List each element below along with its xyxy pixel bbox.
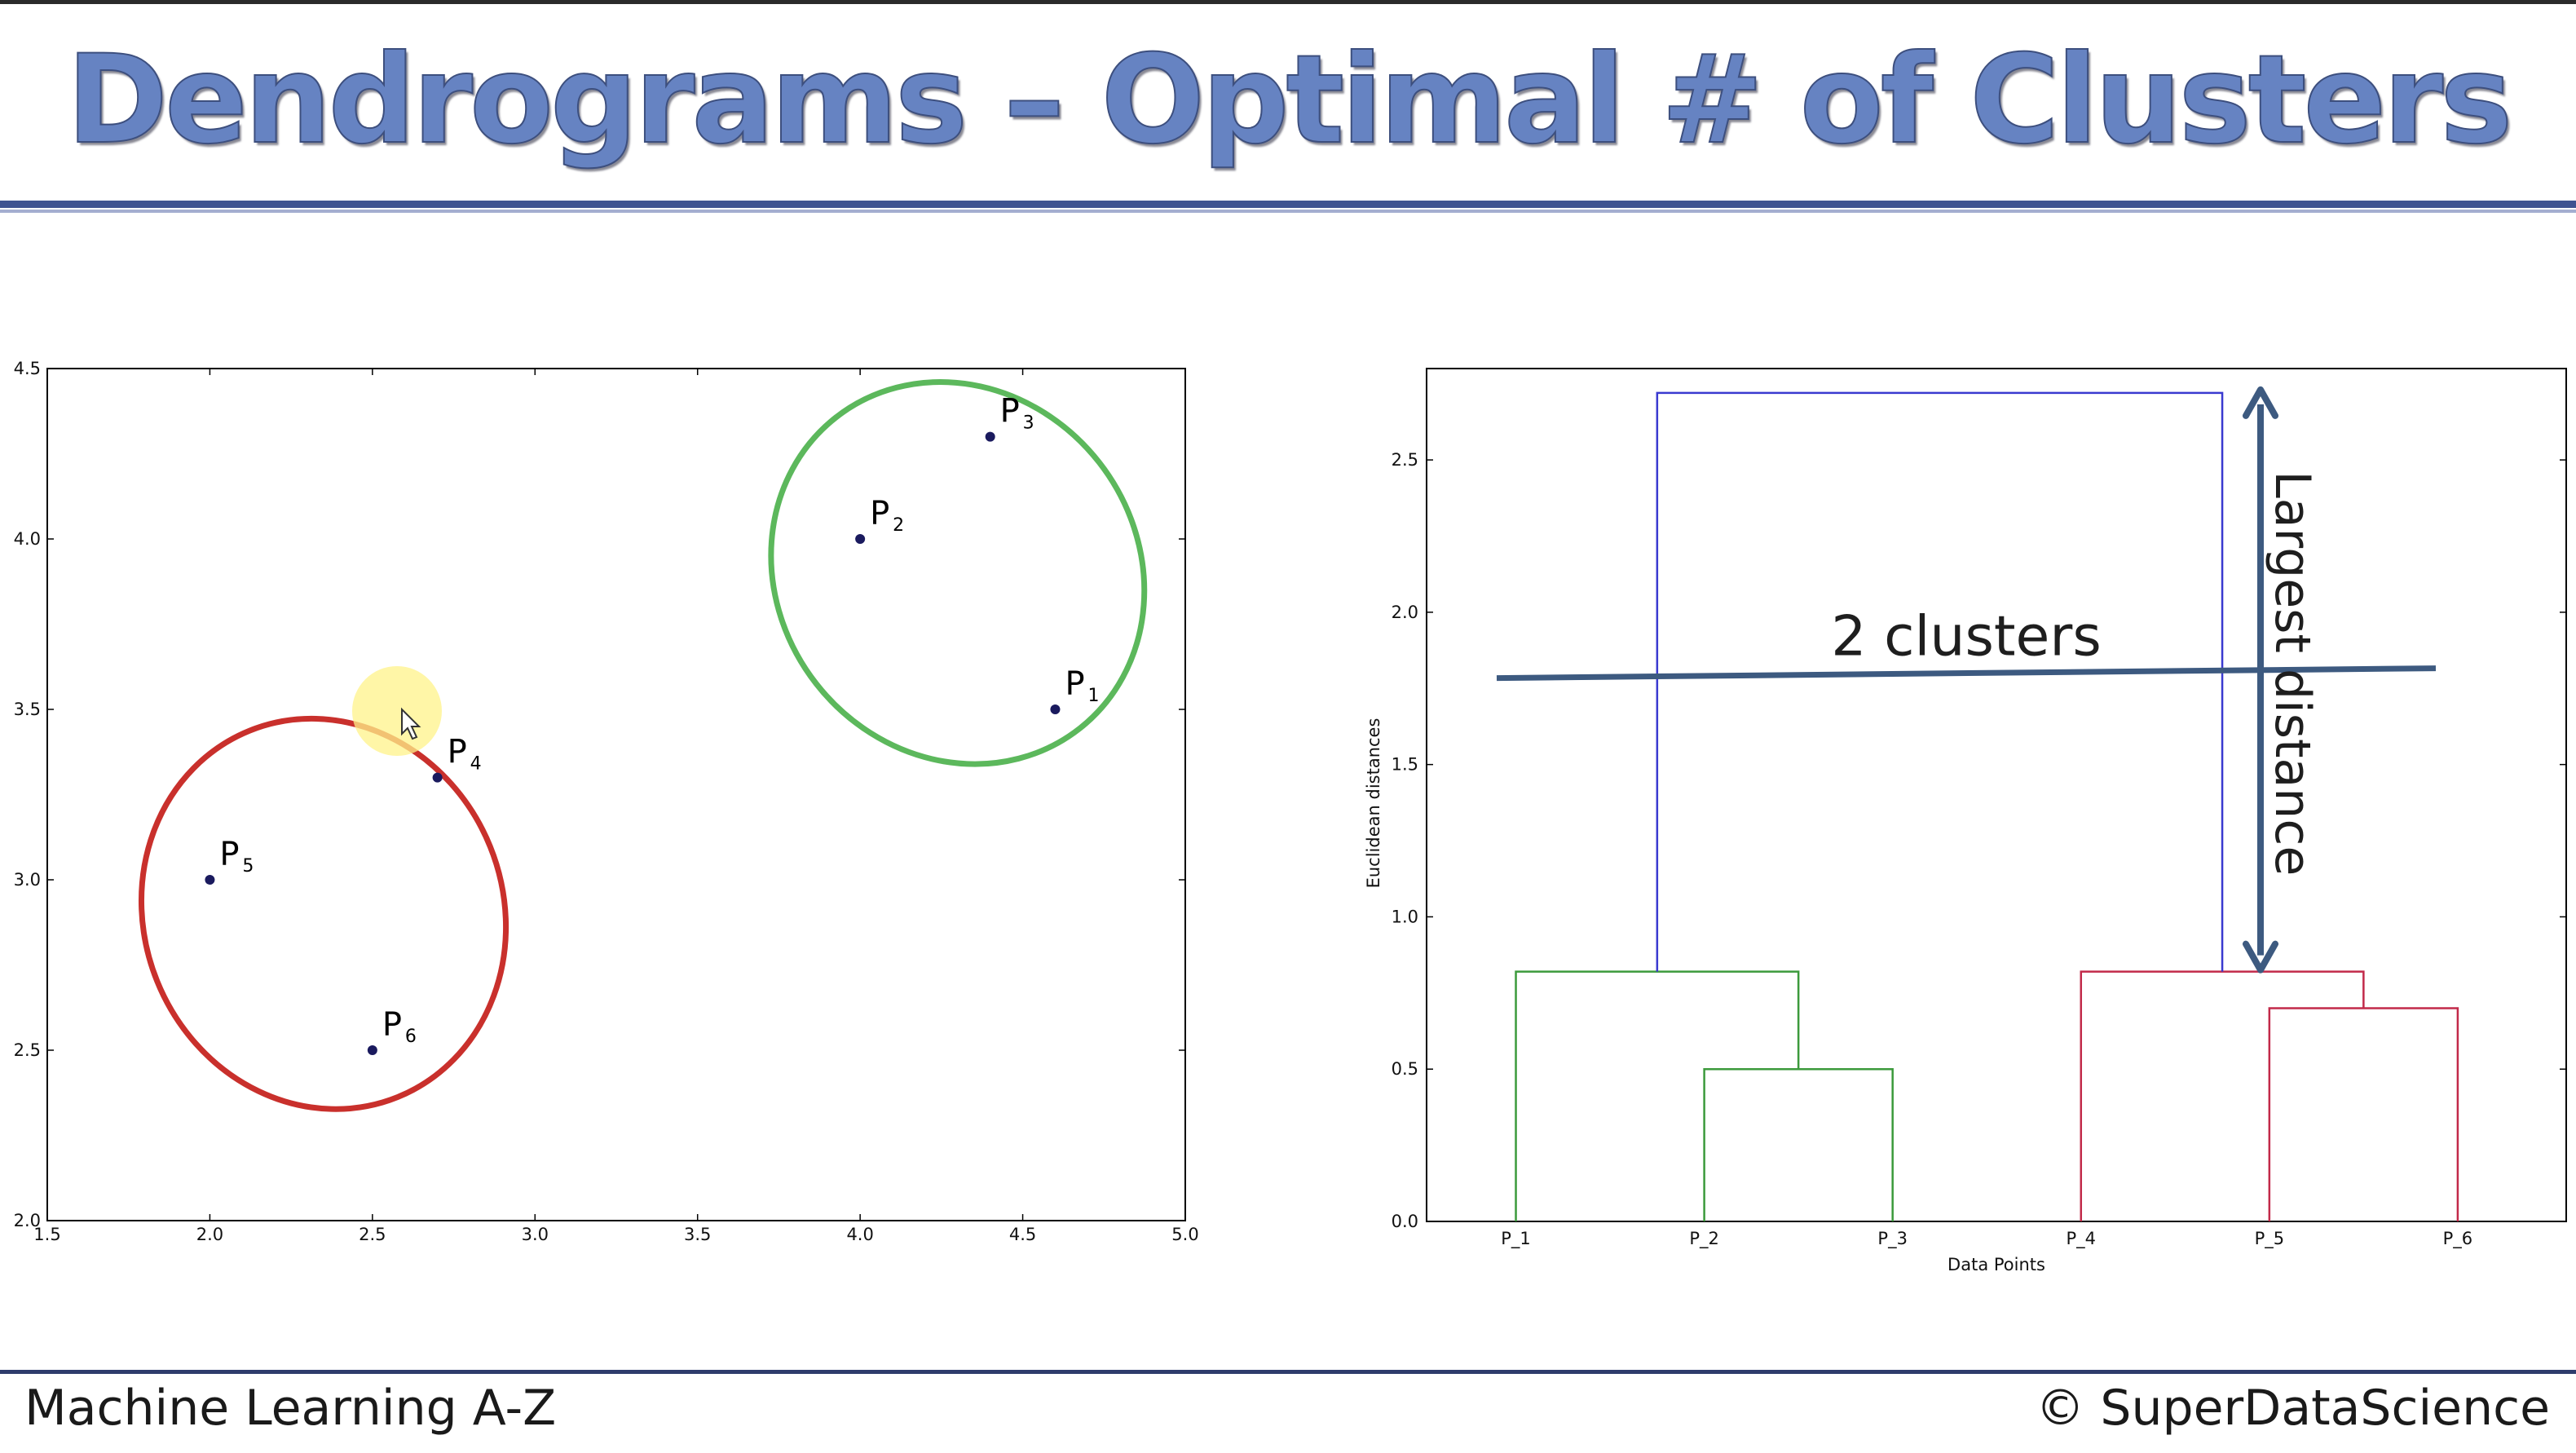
- dendrogram-x-axis-label: Data Points: [1947, 1255, 2045, 1274]
- dendrogram-leaf-label: P_4: [2066, 1229, 2096, 1249]
- threshold-line: [1496, 665, 2437, 682]
- data-point-P4: [432, 772, 443, 783]
- scatter-x-tick-label: 4.0: [846, 1225, 873, 1244]
- data-point-P3: [985, 431, 995, 442]
- scatter-x-tick-label: 2.0: [196, 1225, 223, 1244]
- cursor-highlight-circle: [352, 666, 442, 756]
- footer-copyright: © SuperDataScience: [2036, 1380, 2550, 1437]
- data-point-subscript: 3: [1023, 413, 1034, 434]
- scatter-x-tick-label: 5.0: [1171, 1225, 1198, 1244]
- data-point-label: P: [382, 1006, 402, 1044]
- mouse-pointer-icon: [401, 707, 421, 740]
- data-point-subscript: 5: [242, 856, 254, 877]
- dendrogram-y-tick-label: 1.0: [1392, 907, 1418, 926]
- mouse-cursor-highlight: [352, 666, 442, 756]
- dendrogram-y-tick-label: 2.5: [1392, 450, 1418, 470]
- scatter-x-tick-label: 3.0: [522, 1225, 549, 1244]
- data-point-P6: [367, 1045, 377, 1055]
- dendrogram-link: [1656, 391, 2224, 972]
- top-rule: [0, 0, 2576, 4]
- data-point-P2: [855, 534, 866, 544]
- dendrogram-leaf-label: P_1: [1501, 1229, 1531, 1249]
- data-point-P1: [1050, 704, 1061, 714]
- title-underline: [0, 201, 2576, 208]
- slide-title: Dendrograms – Optimal # of Clusters: [66, 29, 2514, 172]
- scatter-plot: 1.5 2.0 2.5 3.0 3.5 4.0 4.5 5.02.02.53.03.54.04…: [14, 359, 1199, 1244]
- dendrogram-y-tick-label: 0.5: [1392, 1059, 1418, 1079]
- dendrogram-y-tick-label: 0.0: [1392, 1212, 1418, 1231]
- data-point-label: P: [870, 495, 889, 532]
- dendrogram-y-tick-label: 1.5: [1392, 755, 1418, 775]
- dendrogram-leaf-label: P_2: [1689, 1229, 1719, 1249]
- cluster-1-outline: [768, 379, 1148, 767]
- dendrogram-plot: 0.0 0.5 1.0 1.5 2.0 2.5 P_1 P_2 P_3 P_4 P_5 P_6 Data…: [1364, 368, 2567, 1274]
- footer-rule: [0, 1370, 2576, 1374]
- dendrogram-link: [2268, 1007, 2459, 1221]
- scatter-x-tick-label: 2.5: [359, 1225, 386, 1244]
- scatter-y-tick-label: 3.5: [14, 700, 41, 719]
- scatter-x-tick-label: 1.5: [33, 1225, 60, 1244]
- scatter-x-tick-label: 4.5: [1009, 1225, 1036, 1244]
- dendrogram-link: [1703, 1067, 1894, 1221]
- footer-course-name: Machine Learning A-Z: [24, 1380, 557, 1437]
- largest-distance-label: Largest distance: [2264, 470, 2321, 876]
- dendrogram-leaf-label: P_3: [1877, 1229, 1908, 1249]
- dendrogram-leaf-label: P_6: [2443, 1229, 2473, 1249]
- cluster-2-outline: [138, 715, 509, 1112]
- scatter-x-tick-label: 3.5: [684, 1225, 711, 1244]
- dendrogram-y-tick-label: 2.0: [1392, 603, 1418, 622]
- scatter-y-tick-label: 2.5: [14, 1040, 41, 1060]
- largest-distance-arrowhead-bottom: [2243, 940, 2278, 974]
- scatter-y-tick-label: 2.0: [14, 1211, 41, 1230]
- dendrogram-y-axis-label: Euclidean distances: [1364, 718, 1383, 889]
- data-point-label: P: [1000, 393, 1020, 431]
- data-point-subscript: 1: [1087, 686, 1099, 706]
- data-point-label: P: [1065, 665, 1084, 703]
- largest-distance-arrowhead-top: [2243, 386, 2278, 419]
- dendrogram-axes-frame: [1426, 368, 2567, 1222]
- scatter-y-tick-label: 4.5: [14, 359, 41, 378]
- dendrogram-leaf-label: P_5: [2255, 1229, 2285, 1249]
- scatter-axes-frame: [46, 368, 1186, 1221]
- data-point-subscript: 6: [405, 1027, 417, 1047]
- threshold-label: 2 clusters: [1831, 605, 2102, 669]
- scatter-y-tick-label: 4.0: [14, 529, 41, 549]
- title-underline-light: [0, 210, 2576, 213]
- data-point-subscript: 2: [893, 515, 904, 536]
- scatter-y-tick-label: 3.0: [14, 870, 41, 890]
- data-point-P5: [205, 875, 215, 885]
- data-point-label: P: [448, 734, 467, 771]
- data-point-subscript: 4: [470, 754, 482, 775]
- dendrogram-link: [1515, 970, 1800, 1221]
- data-point-label: P: [219, 836, 239, 873]
